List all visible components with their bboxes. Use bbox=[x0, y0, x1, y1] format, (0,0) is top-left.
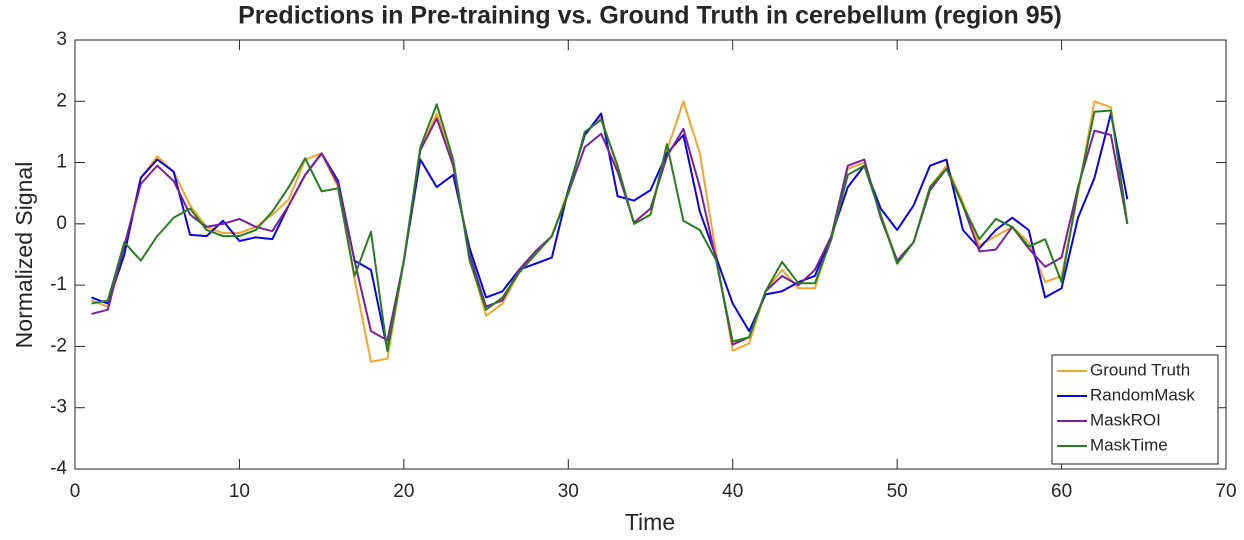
x-tick-label: 60 bbox=[1051, 481, 1072, 502]
y-tick-label: -1 bbox=[50, 274, 67, 295]
legend-label: Ground Truth bbox=[1090, 360, 1190, 379]
legend-label: MaskROI bbox=[1090, 410, 1161, 429]
x-tick-label: 40 bbox=[722, 481, 743, 502]
x-tick-label: 30 bbox=[558, 481, 579, 502]
y-tick-label: 1 bbox=[56, 152, 67, 173]
series-line bbox=[91, 103, 1129, 353]
y-tick-label: 3 bbox=[56, 29, 67, 50]
y-tick-label: -4 bbox=[50, 458, 67, 479]
y-tick-label: 2 bbox=[56, 90, 67, 111]
x-tick-label: 70 bbox=[1215, 481, 1236, 502]
x-tick-label: 50 bbox=[887, 481, 908, 502]
x-tick-label: 20 bbox=[393, 481, 414, 502]
x-tick-label: 0 bbox=[70, 481, 81, 502]
plot-frame bbox=[74, 39, 1227, 470]
y-tick-label: -3 bbox=[50, 397, 67, 418]
legend-label: RandomMask bbox=[1090, 385, 1195, 404]
y-tick-label: 0 bbox=[56, 213, 67, 234]
chart-title: Predictions in Pre-training vs. Ground T… bbox=[238, 2, 1062, 30]
legend: Ground Truth RandomMask MaskROI MaskTime bbox=[1051, 354, 1219, 465]
series-line bbox=[91, 117, 1129, 346]
y-axis-label: Normalized Signal bbox=[11, 162, 37, 349]
x-axis-label: Time bbox=[625, 509, 675, 535]
x-tick-label: 10 bbox=[229, 481, 250, 502]
legend-label: MaskTime bbox=[1090, 435, 1168, 454]
y-tick-label: -2 bbox=[50, 335, 67, 356]
